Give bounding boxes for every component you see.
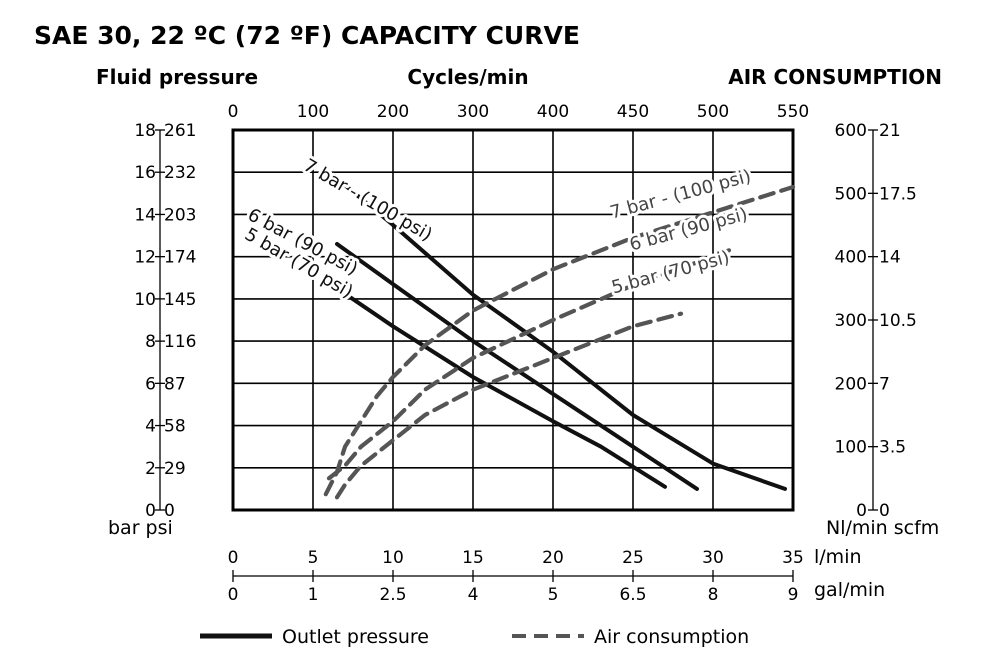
top-axis-title: Cycles/min <box>407 65 528 89</box>
left-tick-label-bar: 0 <box>145 501 156 521</box>
right-tick-label-scfm: 14 <box>879 248 901 268</box>
bottom-tick-label-lmin: 30 <box>702 548 724 568</box>
right-tick-label-nlmin: 200 <box>835 374 867 394</box>
left-tick-label-psi: 29 <box>164 459 186 479</box>
left-tick-label-bar: 12 <box>134 248 156 268</box>
outlet-pressure-curve <box>335 286 667 489</box>
bottom-tick-label-galmin: 5 <box>548 585 559 605</box>
bottom-tick-label-galmin: 8 <box>708 585 719 605</box>
left-tick-label-bar: 14 <box>134 205 156 225</box>
left-tick-label-bar: 2 <box>145 459 156 479</box>
top-tick-label: 450 <box>617 102 649 122</box>
legend-outlet-label: Outlet pressure <box>282 626 429 648</box>
left-tick-label-psi: 116 <box>164 332 196 352</box>
right-tick-label-scfm: 3.5 <box>879 438 906 458</box>
left-tick-label-psi: 58 <box>164 417 186 437</box>
right-tick-label-scfm: 21 <box>879 121 901 141</box>
left-units: bar psi <box>108 517 173 539</box>
left-tick-label-bar: 4 <box>145 417 156 437</box>
top-tick-label: 0 <box>228 102 239 122</box>
bottom-tick-label-galmin: 0 <box>228 585 239 605</box>
top-tick-label: 400 <box>537 102 569 122</box>
outlet-pressure-curve <box>335 242 699 491</box>
left-tick-label-bar: 8 <box>145 332 156 352</box>
chart-title: SAE 30, 22 ºC (72 ºF) CAPACITY CURVE <box>34 21 580 50</box>
bottom-tick-label-lmin: 5 <box>308 548 319 568</box>
right-tick-label-nlmin: 600 <box>835 121 867 141</box>
bottom-tick-label-galmin: 1 <box>308 585 319 605</box>
bottom-tick-label-lmin: 15 <box>462 548 484 568</box>
right-tick-label-scfm: 7 <box>879 374 890 394</box>
bottom-tick-label-lmin: 0 <box>228 548 239 568</box>
right-tick-label-nlmin: 0 <box>856 501 867 521</box>
left-tick-label-psi: 261 <box>164 121 196 141</box>
bottom-tick-label-galmin: 6.5 <box>619 585 646 605</box>
left-tick-label-bar: 16 <box>134 163 156 183</box>
left-tick-label-bar: 10 <box>134 290 156 310</box>
left-axis-title: Fluid pressure <box>96 65 258 89</box>
right-tick-label-nlmin: 100 <box>835 438 867 458</box>
right-axis-title: AIR CONSUMPTION <box>728 65 942 89</box>
air-consumption-curve <box>326 248 732 481</box>
series: 7 bar - (100 psi)7 bar - (100 psi)6 bar … <box>238 152 796 500</box>
bottom-tick-label-lmin: 35 <box>782 548 804 568</box>
air-consumption-curve <box>323 184 796 497</box>
legend-air-label: Air consumption <box>594 626 749 648</box>
right-tick-label-scfm: 0 <box>879 501 890 521</box>
top-tick-label: 300 <box>457 102 489 122</box>
right-units: Nl/min scfm <box>826 517 939 539</box>
right-tick-label-nlmin: 300 <box>835 311 867 331</box>
left-tick-label-psi: 0 <box>164 501 175 521</box>
left-tick-label-bar: 6 <box>145 374 156 394</box>
bottom-tick-label-lmin: 10 <box>382 548 404 568</box>
top-tick-label: 100 <box>297 102 329 122</box>
curve-label-text: 7 bar - (100 psi) <box>300 155 436 246</box>
bottom-tick-label-lmin: 20 <box>542 548 564 568</box>
right-tick-label-scfm: 10.5 <box>879 311 917 331</box>
top-tick-label: 500 <box>697 102 729 122</box>
bottom-tick-label-galmin: 4 <box>468 585 479 605</box>
left-tick-label-psi: 232 <box>164 163 196 183</box>
outlet-pressure-curve <box>335 176 787 491</box>
left-tick-label-psi: 87 <box>164 374 186 394</box>
curve-label: 7 bar - (100 psi)7 bar - (100 psi) <box>297 152 439 249</box>
air-consumption-curve <box>334 311 684 500</box>
right-tick-label-nlmin: 400 <box>835 248 867 268</box>
plot-frame <box>231 128 795 512</box>
top-tick-label: 550 <box>777 102 809 122</box>
bottom-tick-label-galmin: 9 <box>788 585 799 605</box>
right-tick-label-nlmin: 500 <box>835 184 867 204</box>
top-tick-label: 200 <box>377 102 409 122</box>
legend: Outlet pressure Air consumption <box>200 626 749 648</box>
bottom-tick-label-lmin: 25 <box>622 548 644 568</box>
right-tick-label-scfm: 17.5 <box>879 184 917 204</box>
bottom-unit-galmin: gal/min <box>814 579 885 601</box>
left-tick-label-psi: 203 <box>164 205 196 225</box>
left-tick-label-psi: 174 <box>164 248 196 268</box>
bottom-unit-lmin: l/min <box>814 546 862 568</box>
left-tick-label-psi: 145 <box>164 290 196 310</box>
left-tick-label-bar: 18 <box>134 121 156 141</box>
bottom-tick-label-galmin: 2.5 <box>379 585 406 605</box>
